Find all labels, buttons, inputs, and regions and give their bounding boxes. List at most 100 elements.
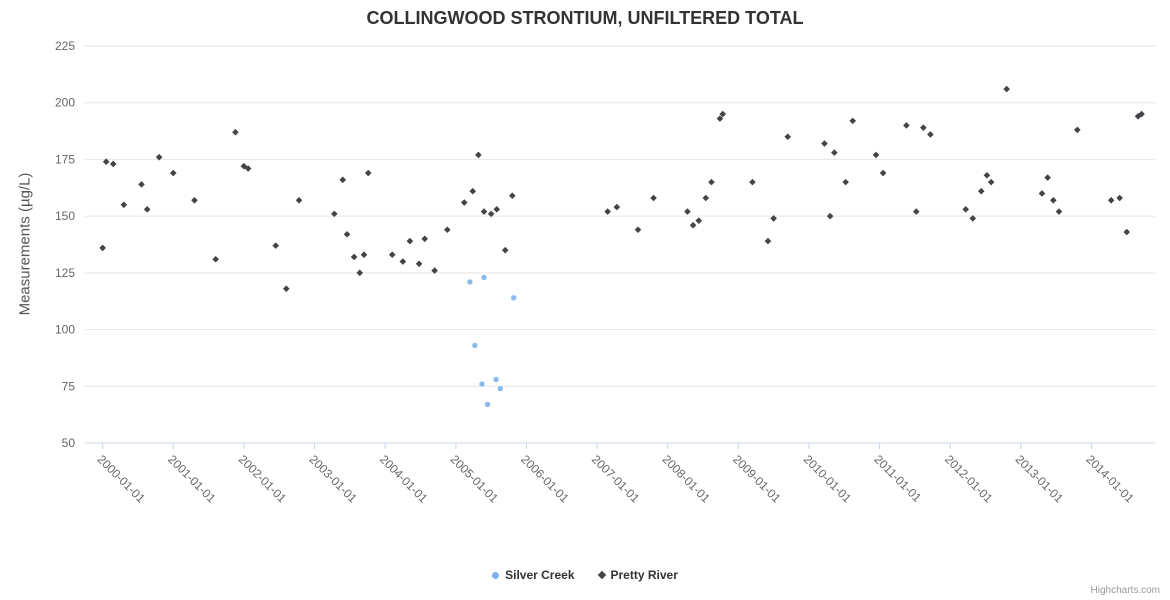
data-point-pretty-river[interactable] — [821, 140, 828, 147]
data-point-pretty-river[interactable] — [212, 255, 219, 263]
data-point-pretty-river[interactable] — [927, 131, 934, 138]
data-point-silver-creek[interactable] — [481, 274, 487, 281]
data-point-pretty-river[interactable] — [460, 199, 468, 206]
data-point-pretty-river[interactable] — [695, 217, 703, 224]
data-point-pretty-river[interactable] — [444, 226, 451, 234]
data-point-pretty-river[interactable] — [501, 246, 509, 254]
data-point-pretty-river[interactable] — [702, 194, 710, 202]
data-point-pretty-river[interactable] — [1074, 126, 1081, 134]
data-point-pretty-river[interactable] — [272, 242, 279, 249]
data-point-pretty-river[interactable] — [421, 235, 429, 243]
x-axis-tick-label: 2012-01-01 — [942, 452, 996, 506]
data-point-pretty-river[interactable] — [102, 158, 110, 165]
data-point-pretty-river[interactable] — [508, 192, 516, 200]
data-point-silver-creek[interactable] — [484, 401, 491, 408]
data-point-pretty-river[interactable] — [480, 208, 488, 215]
data-point-pretty-river[interactable] — [350, 253, 358, 261]
data-point-pretty-river[interactable] — [983, 172, 991, 179]
data-point-pretty-river[interactable] — [903, 122, 910, 129]
data-point-pretty-river[interactable] — [1123, 228, 1131, 236]
data-point-pretty-river[interactable] — [244, 165, 252, 172]
y-axis-tick-label: 175 — [55, 152, 75, 166]
data-point-pretty-river[interactable] — [1044, 174, 1051, 181]
data-point-pretty-river[interactable] — [109, 160, 117, 168]
data-point-pretty-river[interactable] — [831, 149, 838, 156]
data-point-pretty-river[interactable] — [912, 208, 920, 215]
data-point-pretty-river[interactable] — [842, 178, 849, 186]
data-point-pretty-river[interactable] — [920, 124, 927, 131]
data-point-pretty-river[interactable] — [364, 169, 372, 177]
y-axis-tick-label: 100 — [55, 323, 75, 337]
data-point-pretty-river[interactable] — [143, 206, 151, 213]
data-point-pretty-river[interactable] — [155, 153, 163, 161]
data-point-pretty-river[interactable] — [1107, 196, 1115, 204]
data-point-pretty-river[interactable] — [879, 169, 887, 177]
data-point-pretty-river[interactable] — [232, 128, 239, 136]
data-point-pretty-river[interactable] — [987, 178, 995, 186]
data-point-pretty-river[interactable] — [191, 196, 198, 204]
data-point-pretty-river[interactable] — [826, 212, 834, 220]
data-point-silver-creek[interactable] — [511, 295, 517, 301]
data-point-silver-creek[interactable] — [479, 381, 485, 387]
data-point-silver-creek[interactable] — [472, 342, 478, 349]
data-point-pretty-river[interactable] — [770, 215, 777, 222]
data-point-silver-creek[interactable] — [497, 385, 503, 392]
data-point-pretty-river[interactable] — [613, 203, 621, 211]
data-point-pretty-river[interactable] — [343, 230, 351, 238]
credits-link[interactable]: Highcharts.com — [1090, 585, 1160, 596]
data-point-pretty-river[interactable] — [1049, 196, 1057, 204]
data-point-pretty-river[interactable] — [295, 196, 303, 204]
data-point-pretty-river[interactable] — [388, 251, 396, 259]
data-point-pretty-river[interactable] — [849, 117, 857, 125]
x-axis-tick-label: 2001-01-01 — [165, 452, 219, 506]
data-point-pretty-river[interactable] — [282, 285, 290, 293]
data-point-pretty-river[interactable] — [360, 251, 368, 259]
data-point-pretty-river[interactable] — [339, 176, 347, 184]
data-point-pretty-river[interactable] — [764, 237, 772, 245]
data-point-pretty-river[interactable] — [493, 206, 501, 213]
data-point-pretty-river[interactable] — [1038, 190, 1046, 197]
data-point-pretty-river[interactable] — [331, 210, 338, 218]
data-point-pretty-river[interactable] — [138, 181, 145, 188]
data-point-pretty-river[interactable] — [684, 208, 691, 215]
data-point-pretty-river[interactable] — [475, 151, 482, 159]
data-point-pretty-river[interactable] — [1138, 110, 1145, 118]
legend-label: Silver Creek — [505, 568, 575, 582]
data-point-pretty-river[interactable] — [650, 194, 657, 202]
data-point-pretty-river[interactable] — [719, 110, 727, 118]
data-point-silver-creek[interactable] — [493, 376, 499, 383]
data-point-pretty-river[interactable] — [604, 208, 611, 215]
data-point-pretty-river[interactable] — [431, 267, 438, 274]
data-point-silver-creek[interactable] — [467, 279, 473, 285]
x-axis-tick-label: 2014-01-01 — [1083, 452, 1137, 506]
data-point-pretty-river[interactable] — [1116, 194, 1123, 202]
data-point-pretty-river[interactable] — [708, 178, 715, 186]
data-point-pretty-river[interactable] — [487, 210, 495, 218]
diamond-marker-icon — [597, 570, 606, 580]
data-point-pretty-river[interactable] — [169, 169, 177, 177]
data-point-pretty-river[interactable] — [399, 258, 407, 265]
data-point-pretty-river[interactable] — [962, 206, 970, 213]
data-point-pretty-river[interactable] — [99, 244, 106, 252]
data-point-pretty-river[interactable] — [415, 260, 423, 268]
data-point-pretty-river[interactable] — [634, 226, 642, 234]
legend-item-silver-creek[interactable]: Silver Creek — [492, 568, 575, 582]
x-axis-tick-label: 2003-01-01 — [306, 452, 360, 506]
data-point-pretty-river[interactable] — [969, 215, 977, 222]
data-point-pretty-river[interactable] — [469, 187, 477, 195]
data-point-pretty-river[interactable] — [716, 115, 724, 122]
data-point-pretty-river[interactable] — [784, 133, 792, 141]
data-point-pretty-river[interactable] — [749, 178, 756, 186]
data-point-pretty-river[interactable] — [406, 237, 414, 245]
data-point-pretty-river[interactable] — [1003, 85, 1010, 93]
data-point-pretty-river[interactable] — [120, 201, 128, 209]
data-point-pretty-river[interactable] — [689, 221, 697, 229]
data-point-pretty-river[interactable] — [872, 151, 880, 159]
data-point-pretty-river[interactable] — [977, 187, 985, 195]
legend-item-pretty-river[interactable]: Pretty River — [597, 568, 678, 582]
data-point-pretty-river[interactable] — [356, 269, 364, 277]
x-axis-tick-label: 2013-01-01 — [1013, 452, 1067, 506]
data-point-pretty-river[interactable] — [1055, 208, 1063, 215]
x-axis-tick-label: 2009-01-01 — [730, 452, 784, 506]
